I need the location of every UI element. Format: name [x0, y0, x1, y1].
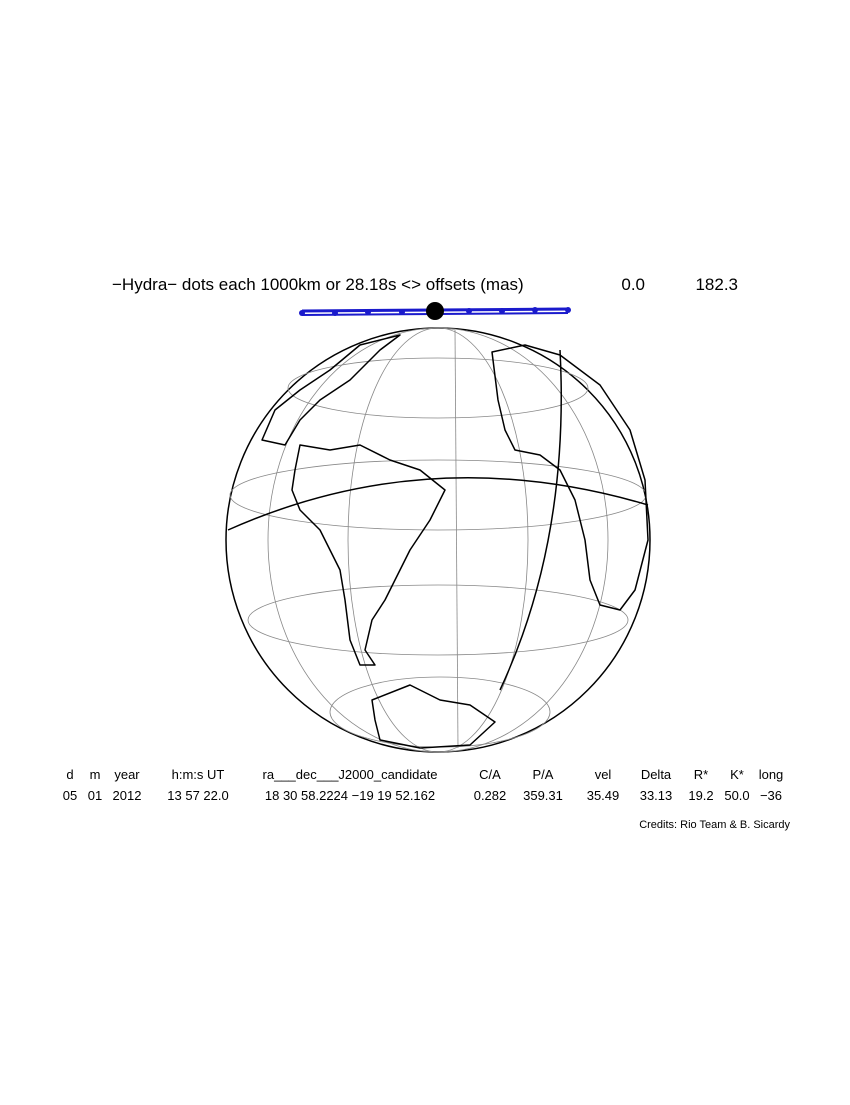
credits: Credits: Rio Team & B. Sicardy: [639, 819, 790, 831]
table-value: 18 30 58.2224 −19 19 52.162: [265, 788, 435, 803]
offset-x: 0.0: [621, 275, 645, 294]
table-header: d: [66, 767, 73, 782]
offset-y: 182.3: [695, 275, 738, 294]
table-value: −36: [760, 788, 782, 803]
table-header: ra___dec___J2000_candidate: [263, 767, 438, 782]
table-header: Delta: [641, 767, 672, 782]
table-header: C/A: [479, 767, 501, 782]
table-value: 35.49: [587, 788, 620, 803]
table-value: 0.282: [474, 788, 507, 803]
track: [299, 302, 571, 320]
table-value: 01: [88, 788, 102, 803]
table-value: 2012: [113, 788, 142, 803]
table-value: 19.2: [688, 788, 713, 803]
globe: [225, 327, 651, 753]
table-header: h:m:s UT: [172, 767, 225, 782]
table-header: P/A: [533, 767, 554, 782]
table-header: R*: [694, 767, 708, 782]
table-header: m: [90, 767, 101, 782]
table-value: 13 57 22.0: [167, 788, 228, 803]
table-header: K*: [730, 767, 744, 782]
table-value: 05: [63, 788, 77, 803]
table-value: 50.0: [724, 788, 749, 803]
table-value: 359.31: [523, 788, 563, 803]
table-value: 33.13: [640, 788, 673, 803]
title: −Hydra− dots each 1000km or 28.18s <> of…: [112, 275, 524, 294]
table-header: vel: [595, 767, 612, 782]
table-header: year: [114, 767, 140, 782]
table-header: long: [759, 767, 784, 782]
